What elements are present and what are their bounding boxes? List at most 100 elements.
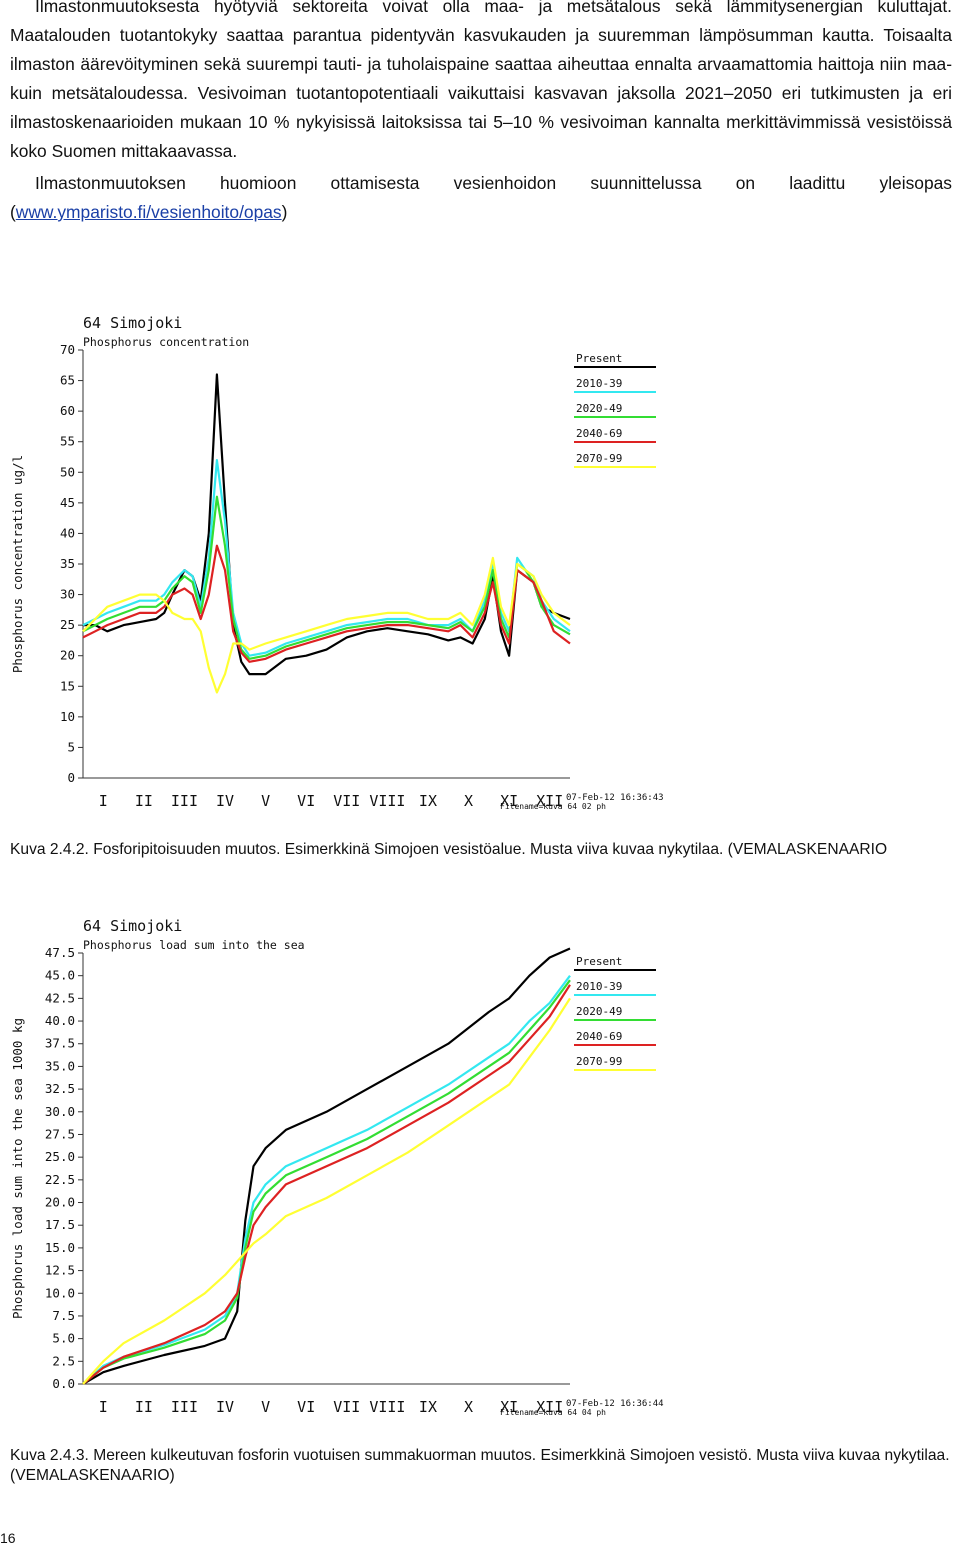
y-tick-label: 10.0 <box>45 1285 75 1300</box>
x-tick-label: X <box>464 792 473 810</box>
y-tick-label: 47.5 <box>45 945 75 960</box>
series-line-2040-69 <box>82 544 571 663</box>
y-tick-label: 35.0 <box>45 1058 75 1073</box>
legend-label: 2020-49 <box>576 402 622 415</box>
series-line-present <box>83 373 571 676</box>
x-tick-label: III <box>171 792 198 810</box>
figure-caption-1: Kuva 2.4.2. Fosforipitoisuuden muutos. E… <box>10 841 888 858</box>
series-line-2070-99 <box>82 556 571 694</box>
phosphorus-load-chart: 64 Simojoki Phosphorus load sum into the … <box>0 900 700 1440</box>
paragraph-guide-close: ) <box>281 202 288 222</box>
y-tick-label: 40.0 <box>45 1013 75 1028</box>
x-tick-label: IV <box>216 1398 234 1416</box>
y-tick-label: 70 <box>60 342 75 357</box>
y-tick-label: 30 <box>60 587 75 602</box>
paragraph-intro-text: Ilmastonmuutoksesta hyötyviä sektoreita … <box>10 0 952 161</box>
phosphorus-load-svg: 64 Simojoki Phosphorus load sum into the … <box>10 917 664 1417</box>
guide-link[interactable]: www.ymparisto.fi/vesienhoito/opas <box>15 202 282 222</box>
paragraph-intro: Ilmastonmuutoksesta hyötyviä sektoreita … <box>10 0 952 166</box>
y-tick-label: 25.0 <box>45 1149 75 1164</box>
series-line-2070-99 <box>82 997 571 1385</box>
x-tick-label: VIII <box>369 1398 405 1416</box>
y-tick-label: 0 <box>67 770 75 785</box>
y-tick-label: 40 <box>60 525 75 540</box>
x-tick-label: VII <box>333 792 360 810</box>
y-tick-label: 27.5 <box>45 1126 75 1141</box>
y-tick-label: 50 <box>60 464 75 479</box>
y-tick-label: 20.0 <box>45 1195 75 1210</box>
legend-label: 2010-39 <box>576 377 622 390</box>
x-tick-label: VII <box>333 1398 360 1416</box>
y-tick-label: 22.5 <box>45 1172 75 1187</box>
series-line-2020-49 <box>82 979 571 1385</box>
x-tick-label: XII <box>536 792 563 810</box>
figure-caption-2: Kuva 2.4.3. Mereen kulkeutuvan fosforin … <box>10 1447 950 1484</box>
paragraph-guide: Ilmastonmuutoksen huomioon ottamisesta v… <box>10 169 952 227</box>
chart-footer-filename: Filename=kuva 64 02 ph <box>500 802 606 811</box>
page-number: 16 <box>0 1530 16 1546</box>
series-line-2010-39 <box>82 459 571 657</box>
chart-title: 64 Simojoki <box>83 314 182 332</box>
y-tick-label: 25 <box>60 617 75 632</box>
legend-label: Present <box>576 352 622 365</box>
y-tick-label: 65 <box>60 373 75 388</box>
y-axis-label: Phosphorus concentration ug/l <box>10 455 25 673</box>
paragraph-guide-text: Ilmastonmuutoksen huomioon ottamisesta v… <box>10 173 952 222</box>
chart-subtitle: Phosphorus load sum into the sea <box>83 938 305 952</box>
x-tick-label: IX <box>419 792 437 810</box>
y-tick-label: 10 <box>60 709 75 724</box>
y-tick-label: 5.0 <box>52 1331 75 1346</box>
x-tick-label: VIII <box>369 792 405 810</box>
y-tick-label: 42.5 <box>45 990 75 1005</box>
chart-title: 64 Simojoki <box>83 917 182 935</box>
y-tick-label: 35 <box>60 556 75 571</box>
y-axis-label: Phosphorus load sum into the sea 1000 kg <box>10 1018 25 1319</box>
x-tick-label: XI <box>500 792 518 810</box>
series-line-2020-49 <box>82 495 571 660</box>
y-tick-label: 12.5 <box>45 1263 75 1278</box>
legend-label: 2040-69 <box>576 1030 622 1043</box>
x-tick-label: IX <box>419 1398 437 1416</box>
x-tick-label: III <box>171 1398 198 1416</box>
phosphorus-concentration-svg: 64 Simojoki Phosphorus concentration Phosp… <box>10 314 664 811</box>
legend-label: 2070-99 <box>576 1055 622 1068</box>
y-tick-label: 15 <box>60 678 75 693</box>
y-tick-label: 32.5 <box>45 1081 75 1096</box>
legend-label: Present <box>576 955 622 968</box>
y-tick-label: 45.0 <box>45 968 75 983</box>
y-tick-label: 15.0 <box>45 1240 75 1255</box>
y-tick-label: 2.5 <box>52 1353 75 1368</box>
chart-subtitle: Phosphorus concentration <box>83 335 249 349</box>
x-tick-label: IV <box>216 792 234 810</box>
legend-label: 2010-39 <box>576 980 622 993</box>
y-tick-label: 7.5 <box>52 1308 75 1323</box>
y-tick-label: 37.5 <box>45 1036 75 1051</box>
x-tick-label: XII <box>536 1398 563 1416</box>
x-tick-label: VI <box>297 1398 315 1416</box>
series-line-2040-69 <box>82 984 571 1385</box>
chart-footer-filename: Filename=kuva 64 04 ph <box>500 1408 606 1417</box>
series-line-2010-39 <box>82 975 571 1385</box>
x-tick-label: V <box>261 1398 270 1416</box>
x-tick-label: VI <box>297 792 315 810</box>
legend-label: 2020-49 <box>576 1005 622 1018</box>
series-line-present <box>82 947 571 1385</box>
legend-label: 2040-69 <box>576 427 622 440</box>
y-tick-label: 60 <box>60 403 75 418</box>
phosphorus-concentration-chart: 64 Simojoki Phosphorus concentration Phosp… <box>0 295 700 830</box>
legend-label: 2070-99 <box>576 452 622 465</box>
chart-footer-date: 07-Feb-12 16:36:44 <box>566 1399 664 1409</box>
x-tick-label: I <box>99 792 108 810</box>
x-tick-label: II <box>135 1398 153 1416</box>
x-tick-label: I <box>99 1398 108 1416</box>
chart-footer-date: 07-Feb-12 16:36:43 <box>566 793 664 803</box>
y-tick-label: 20 <box>60 648 75 663</box>
y-tick-label: 45 <box>60 495 75 510</box>
x-tick-label: XI <box>500 1398 518 1416</box>
y-tick-label: 17.5 <box>45 1217 75 1232</box>
x-tick-label: X <box>464 1398 473 1416</box>
y-tick-label: 55 <box>60 434 75 449</box>
y-tick-label: 30.0 <box>45 1104 75 1119</box>
x-tick-label: V <box>261 792 270 810</box>
y-tick-label: 0.0 <box>52 1376 75 1391</box>
